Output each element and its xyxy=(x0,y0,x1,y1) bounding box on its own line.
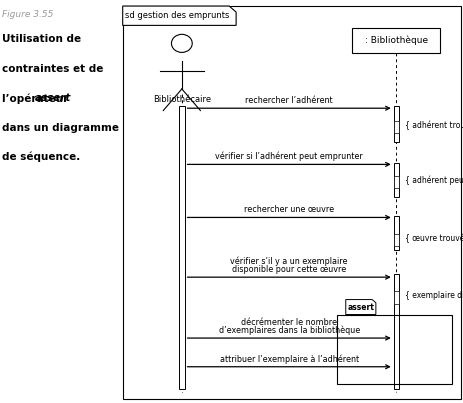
Text: d’exemplaires dans la bibliothèque: d’exemplaires dans la bibliothèque xyxy=(219,325,360,335)
Text: assert: assert xyxy=(35,93,71,103)
Bar xyxy=(394,121,399,133)
Text: vérifier si l’adhérent peut emprunter: vérifier si l’adhérent peut emprunter xyxy=(215,152,363,161)
Text: rechercher une œuvre: rechercher une œuvre xyxy=(244,205,334,214)
Bar xyxy=(394,291,399,303)
Text: vérifier s’il y a un exemplaire: vérifier s’il y a un exemplaire xyxy=(231,256,348,266)
Text: dans un diagramme: dans un diagramme xyxy=(2,123,119,133)
Text: { œuvre trouvée }: { œuvre trouvée } xyxy=(405,234,463,243)
Bar xyxy=(394,106,399,141)
Bar xyxy=(179,106,185,389)
Text: contraintes et de: contraintes et de xyxy=(2,64,104,74)
Text: rechercher l’adhérent: rechercher l’adhérent xyxy=(245,96,333,105)
Bar xyxy=(394,234,399,246)
Text: Bibliothécaire: Bibliothécaire xyxy=(153,95,211,104)
Text: l’opérateur: l’opérateur xyxy=(2,93,72,104)
Bar xyxy=(338,315,452,384)
Bar xyxy=(352,28,440,53)
Text: Figure 3.55: Figure 3.55 xyxy=(2,10,54,19)
Bar xyxy=(394,216,399,250)
Bar xyxy=(123,6,461,399)
Bar xyxy=(394,177,399,189)
Text: { adhérent peut emprunter }: { adhérent peut emprunter } xyxy=(405,176,463,185)
Circle shape xyxy=(171,34,192,52)
Text: assert: assert xyxy=(347,303,374,312)
Polygon shape xyxy=(123,6,236,25)
Text: : Bibliothèque: : Bibliothèque xyxy=(365,36,428,45)
Bar xyxy=(394,163,399,197)
Polygon shape xyxy=(346,299,376,314)
Text: { adhérent trouvé }: { adhérent trouvé } xyxy=(405,121,463,130)
Text: sd gestion des emprunts: sd gestion des emprunts xyxy=(125,11,230,20)
Text: Utilisation de: Utilisation de xyxy=(2,34,81,44)
Text: de séquence.: de séquence. xyxy=(2,152,81,162)
Text: décrémenter le nombre: décrémenter le nombre xyxy=(241,318,337,327)
Text: { exemplaire disponible }: { exemplaire disponible } xyxy=(405,291,463,300)
Text: attribuer l’exemplaire à l’adhérent: attribuer l’exemplaire à l’adhérent xyxy=(219,354,359,364)
Text: disponible pour cette œuvre: disponible pour cette œuvre xyxy=(232,265,346,274)
Bar xyxy=(394,274,399,389)
